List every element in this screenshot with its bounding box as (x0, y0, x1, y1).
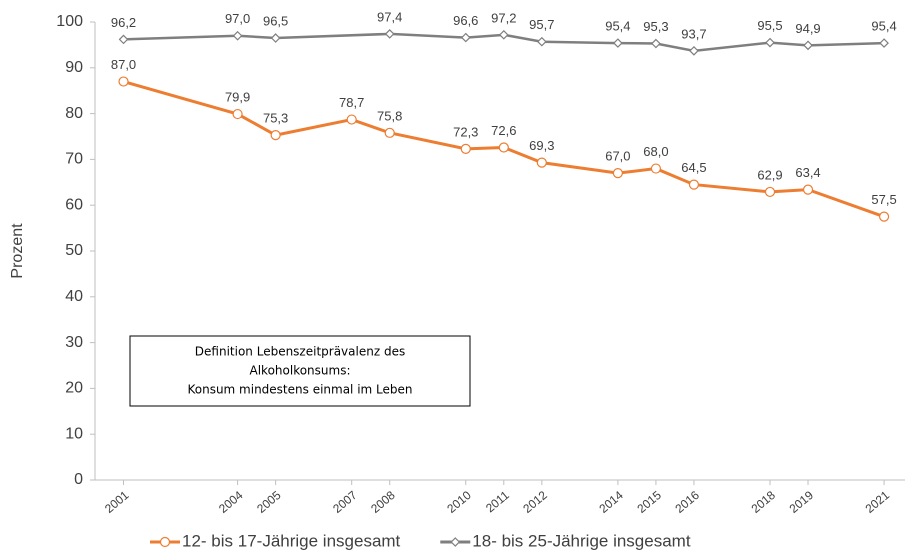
point (460, 143, 471, 154)
x-tick-label: 2011 (483, 488, 512, 516)
data-label: 96,6 (453, 13, 478, 28)
data-label: 78,7 (339, 95, 364, 110)
point (270, 33, 281, 43)
point (879, 38, 889, 48)
point (802, 184, 814, 195)
data-label: 97,0 (225, 11, 250, 26)
series-line (123, 80, 885, 219)
point (232, 30, 243, 41)
y-tick-label: 40 (65, 288, 83, 305)
data-label: 62,9 (757, 167, 782, 182)
y-tick-label: 20 (65, 380, 83, 397)
x-tick-label: 2014 (596, 488, 626, 516)
point (159, 536, 171, 548)
point (536, 36, 547, 47)
y-tick-label: 0 (74, 471, 83, 488)
y-tick-label: 80 (65, 105, 83, 122)
x-tick-label: 2004 (216, 488, 246, 516)
point (460, 32, 471, 43)
x-tick-label: 2008 (368, 488, 398, 516)
data-label: 95,4 (605, 19, 630, 34)
x-tick-label: 2010 (444, 488, 474, 516)
legend-label: 18- bis 25-Jährige insgesamt (472, 531, 691, 550)
legend-label: 12- bis 17-Jährige insgesamt (182, 531, 401, 550)
data-label: 75,8 (377, 108, 402, 123)
y-tick-label: 50 (65, 242, 83, 259)
point (346, 114, 357, 125)
x-tick-label: 2007 (330, 488, 360, 516)
data-label: 57,5 (871, 192, 896, 207)
point (689, 46, 699, 56)
point (650, 163, 662, 174)
point (270, 130, 281, 141)
point (878, 211, 890, 222)
point (498, 142, 509, 153)
annotation-box (129, 335, 471, 407)
data-label: 79,9 (225, 89, 250, 104)
data-label: 95,5 (757, 18, 782, 33)
data-label: 72,3 (453, 124, 478, 139)
data-label: 94,9 (795, 21, 820, 36)
point (450, 537, 461, 547)
data-label: 96,5 (263, 13, 288, 28)
data-label: 95,3 (643, 19, 668, 34)
y-tick-label: 10 (65, 425, 83, 442)
point (803, 40, 813, 51)
point (612, 168, 623, 179)
point (688, 179, 700, 190)
point (764, 186, 776, 198)
data-label: 75,3 (263, 111, 288, 126)
point (651, 38, 661, 49)
y-tick-label: 60 (65, 196, 83, 213)
data-label: 93,7 (681, 26, 706, 41)
x-tick-label: 2015 (634, 488, 664, 516)
point (118, 76, 129, 87)
annotation-text: Konsum mindestens einmal im Leben (187, 383, 412, 397)
data-label: 67,0 (605, 149, 630, 164)
data-label: 96,2 (111, 15, 136, 30)
data-label: 95,4 (871, 19, 896, 34)
data-label: 95,7 (529, 17, 554, 32)
point (384, 29, 395, 39)
y-axis-label: Prozent (9, 223, 26, 279)
x-tick-label: 2021 (863, 488, 893, 516)
data-label: 64,5 (681, 160, 706, 175)
x-tick-label: 2018 (749, 488, 779, 516)
data-label: 97,2 (491, 10, 516, 25)
x-tick-label: 2016 (672, 488, 702, 516)
x-tick-label: 2005 (254, 488, 284, 516)
data-label: 72,6 (491, 123, 516, 138)
point (498, 29, 509, 40)
x-tick-label: 2012 (520, 488, 550, 516)
data-label: 87,0 (111, 57, 136, 72)
annotation-text: Alkoholkonsums: (250, 364, 351, 378)
annotation-text: Definition Lebenszeitprävalenz des (195, 345, 405, 359)
point (384, 127, 395, 138)
x-tick-label: 2001 (102, 488, 132, 516)
y-tick-label: 100 (56, 13, 83, 30)
data-label: 97,4 (377, 9, 402, 24)
y-tick-label: 30 (65, 334, 83, 351)
data-label: 63,4 (795, 165, 820, 180)
point (536, 157, 547, 168)
data-label: 69,3 (529, 138, 554, 153)
point (118, 34, 129, 45)
point (613, 38, 623, 48)
point (232, 108, 243, 120)
point (765, 37, 775, 48)
data-label: 68,0 (643, 144, 668, 159)
y-tick-label: 90 (65, 59, 83, 76)
x-tick-label: 2019 (787, 488, 817, 516)
y-tick-label: 70 (65, 151, 83, 168)
